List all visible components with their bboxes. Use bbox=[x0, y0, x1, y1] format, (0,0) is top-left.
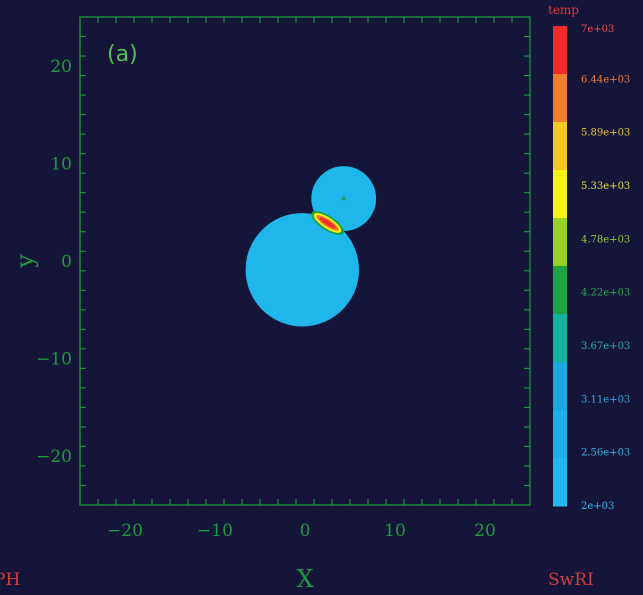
plot-frame bbox=[79, 16, 531, 506]
x-tick-label: −10 bbox=[197, 521, 233, 541]
y-axis-label: y bbox=[11, 254, 39, 269]
panel-label: (a) bbox=[107, 42, 138, 67]
colorbar-level-label: 4.22e+03 bbox=[581, 288, 630, 299]
colorbar-segment bbox=[553, 266, 567, 315]
colorbar-segment bbox=[553, 458, 567, 507]
secondary-core bbox=[341, 196, 346, 201]
colorbar-level-label: 6.44e+03 bbox=[581, 74, 630, 85]
x-tick-label: 20 bbox=[474, 521, 496, 541]
colorbar-segment bbox=[553, 362, 567, 411]
y-tick-label: 10 bbox=[50, 154, 72, 174]
body-primary bbox=[245, 213, 359, 327]
colorbar-segment bbox=[553, 314, 567, 363]
colorbar-level-label: 2.56e+03 bbox=[581, 448, 630, 459]
hot-band-layer-3 bbox=[319, 217, 336, 229]
colorbar-segment bbox=[553, 410, 567, 459]
x-axis-label: X bbox=[296, 565, 313, 593]
colorbar-level-label: 4.78e+03 bbox=[581, 234, 630, 245]
colorbar-level-label: 5.89e+03 bbox=[581, 128, 630, 139]
colorbar-segment bbox=[553, 74, 567, 123]
x-tick-label: −20 bbox=[107, 521, 143, 541]
y-tick-label: −10 bbox=[36, 350, 72, 370]
colorbar-level-label: 2e+03 bbox=[581, 501, 614, 512]
ticks-layer: −20 −10 0 10 20 −20 −10 0 10 20 bbox=[36, 17, 530, 541]
colorbar-level-label: 7e+03 bbox=[581, 24, 614, 35]
corner-right-label: SwRI bbox=[548, 570, 594, 590]
y-tick-label: 20 bbox=[50, 57, 72, 77]
corner-left-label: PH bbox=[0, 570, 20, 590]
colorbar-level-label: 3.11e+03 bbox=[581, 394, 630, 405]
bodies-layer bbox=[245, 166, 377, 327]
x-tick-label: 0 bbox=[300, 521, 311, 541]
colorbar-title: temp bbox=[548, 3, 579, 17]
colorbar-segment bbox=[553, 218, 567, 267]
colorbar: 7e+03 6.44e+03 5.89e+03 5.33e+03 4.78e+03 4.2… bbox=[553, 24, 630, 512]
colorbar-segment bbox=[553, 122, 567, 171]
colorbar-level-label: 5.33e+03 bbox=[581, 181, 630, 192]
colorbar-segment bbox=[553, 170, 567, 219]
y-tick-label: 0 bbox=[61, 252, 72, 272]
colorbar-level-label: 3.67e+03 bbox=[581, 341, 630, 352]
colorbar-segment bbox=[553, 26, 567, 75]
x-tick-label: 10 bbox=[384, 521, 406, 541]
y-tick-label: −20 bbox=[36, 447, 72, 467]
